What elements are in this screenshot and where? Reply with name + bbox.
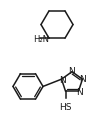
- Text: N: N: [80, 74, 86, 83]
- Text: N: N: [69, 67, 75, 76]
- Text: H₂N: H₂N: [33, 34, 49, 43]
- Text: HS: HS: [59, 102, 72, 111]
- Text: N: N: [76, 87, 83, 96]
- Text: N: N: [59, 75, 65, 84]
